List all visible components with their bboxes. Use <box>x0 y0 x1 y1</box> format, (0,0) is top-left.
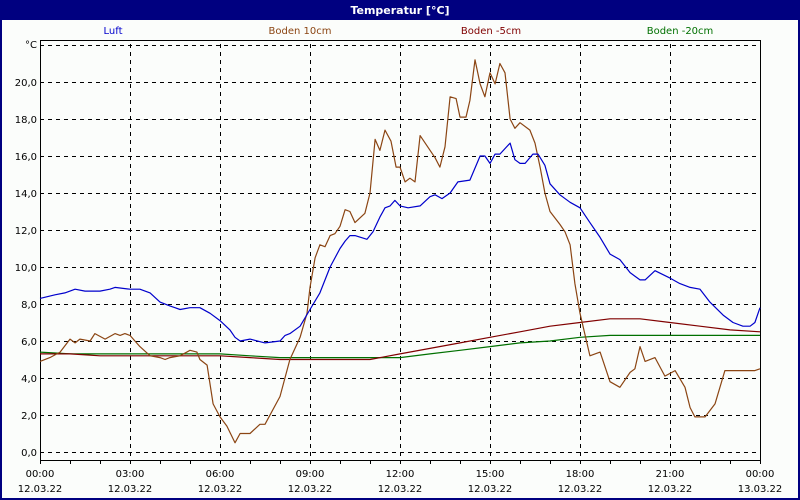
x-tick-time: 00:00 <box>26 469 55 480</box>
y-tick-label: 18,0 <box>15 115 37 126</box>
y-tick-label: 2,0 <box>21 411 37 422</box>
x-tick-date: 12.03.22 <box>648 484 693 495</box>
legend-item-boden-minus-5cm: Boden -5cm <box>460 26 522 37</box>
y-tick-label: 20,0 <box>15 78 37 89</box>
x-tick-date: 12.03.22 <box>18 484 63 495</box>
x-tick-time: 15:00 <box>476 469 505 480</box>
x-tick-date: 12.03.22 <box>468 484 513 495</box>
x-tick-date: 12.03.22 <box>108 484 153 495</box>
y-unit-label: °C <box>25 40 37 51</box>
x-tick-date: 12.03.22 <box>378 484 423 495</box>
x-tick-time: 21:00 <box>656 469 685 480</box>
x-tick-date: 12.03.22 <box>288 484 333 495</box>
y-tick-label: 10,0 <box>15 263 37 274</box>
y-tick-label: 12,0 <box>15 226 37 237</box>
legend-item-luft: Luft <box>103 26 123 37</box>
x-tick-time: 18:00 <box>566 469 595 480</box>
x-tick-date: 13.03.22 <box>738 484 783 495</box>
x-tick-time: 00:00 <box>746 469 775 480</box>
y-tick-label: 4,0 <box>21 374 37 385</box>
y-axis-labels: 0,0 2,0 4,0 6,0 8,0 10,0 12,0 14,0 16,0 18,0 20,0 °… <box>15 40 37 459</box>
series-luft <box>39 142 761 344</box>
legend-item-boden-minus-20cm: Boden -20cm <box>646 26 714 37</box>
series-boden-10cm <box>39 59 761 444</box>
chart-title: Temperatur [°C] <box>2 2 798 20</box>
x-tick-time: 03:00 <box>116 469 145 480</box>
x-tick-date: 12.03.22 <box>558 484 603 495</box>
x-tick-time: 12:00 <box>386 469 415 480</box>
x-tick-time: 09:00 <box>296 469 325 480</box>
y-tick-label: 6,0 <box>21 337 37 348</box>
x-tick-date: 12.03.22 <box>198 484 243 495</box>
legend: Luft Boden 10cm Boden -5cm Boden -20cm <box>2 22 798 38</box>
y-tick-label: 14,0 <box>15 189 37 200</box>
y-tick-label: 0,0 <box>21 448 37 459</box>
axes <box>40 40 761 464</box>
y-tick-label: 16,0 <box>15 152 37 163</box>
y-tick-label: 8,0 <box>21 300 37 311</box>
data-series <box>39 59 761 444</box>
grid-lines <box>40 44 760 460</box>
x-axis-labels: 00:00 12.03.22 03:00 12.03.22 06:00 12.03.22 0… <box>18 469 783 495</box>
series-boden-20cm <box>39 334 760 359</box>
series-boden-5cm <box>40 318 761 361</box>
x-tick-time: 06:00 <box>206 469 235 480</box>
legend-item-boden-10cm: Boden 10cm <box>268 26 332 37</box>
